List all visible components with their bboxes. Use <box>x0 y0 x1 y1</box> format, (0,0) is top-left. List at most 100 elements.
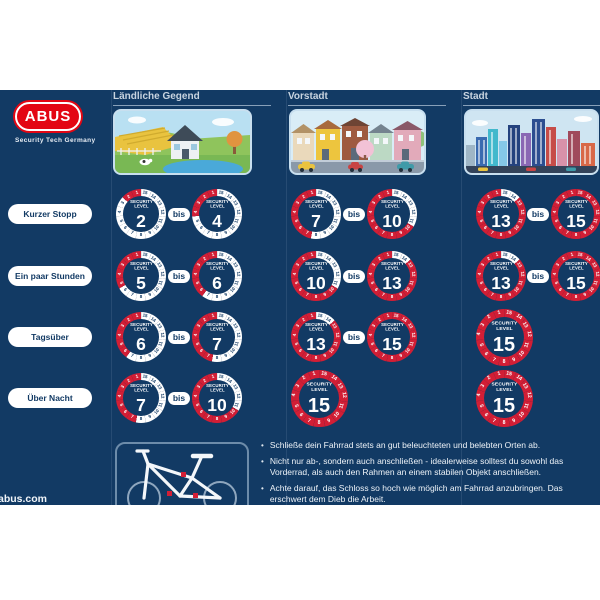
ring-number: 1 <box>569 252 574 258</box>
ring-number: 1 <box>569 190 574 196</box>
bike-lock-points-box <box>115 442 249 516</box>
row-label-tagsueber: Tagsüber <box>8 327 92 347</box>
badge-level-value: 13 <box>306 333 326 354</box>
ring-number: 11 <box>157 217 165 224</box>
badge-title: SECURITY LEVEL <box>129 383 153 393</box>
ring-number: 1 <box>210 374 215 380</box>
ring-number: 1 <box>210 190 215 196</box>
badge-level-value: 10 <box>306 272 326 293</box>
ring-number: 15 <box>142 313 149 319</box>
ring-number: 11 <box>592 279 600 286</box>
illustration-city-skyline <box>464 109 599 175</box>
ring-number: 12 <box>235 209 242 215</box>
ring-number: 12 <box>525 331 532 338</box>
ring-number: 11 <box>523 402 531 409</box>
badge-title: SECURITY LEVEL <box>205 322 229 332</box>
ring-number: 12 <box>519 271 526 277</box>
security-level-badge-15: 1 2 3 4 5 6 7 8 9 10 11 12 13 14 15 SECURITY LEVEL 15 <box>551 189 600 239</box>
badge-center: SECURITY LEVEL 6 <box>199 258 235 294</box>
ring-number: 12 <box>334 332 341 338</box>
badge-center: SECURITY LEVEL 10 <box>199 380 235 416</box>
ring-number: 5 <box>477 342 484 347</box>
badge-title: SECURITY LEVEL <box>489 261 513 271</box>
badge-title: SECURITY LEVEL <box>380 322 404 332</box>
badge-level-value: 6 <box>136 333 146 354</box>
row-label-kurzer-stopp: Kurzer Stopp <box>8 204 92 224</box>
ring-number: 8 <box>502 419 506 426</box>
ring-number: 4 <box>193 210 199 214</box>
badge-center: SECURITY LEVEL 10 <box>374 196 410 232</box>
badge-level-value: 15 <box>492 333 516 356</box>
badge-level-value: 4 <box>212 210 222 231</box>
badge-level-value: 15 <box>492 394 516 417</box>
ring-number: 4 <box>368 333 374 337</box>
ring-number: 15 <box>142 374 149 380</box>
ring-number: 7 <box>491 417 497 424</box>
badge-level-value: 7 <box>136 394 146 415</box>
ring-number: 12 <box>410 271 417 277</box>
ring-number: 1 <box>385 313 390 319</box>
ring-number: 1 <box>496 309 501 316</box>
security-level-badge-6: 1 2 3 4 5 6 7 8 9 10 11 12 13 14 15 SECURITY LEVEL 6 <box>116 312 166 362</box>
badge-center: SECURITY LEVEL 5 <box>123 258 159 294</box>
badge-center: SECURITY LEVEL 4 <box>199 196 235 232</box>
top-margin <box>0 0 600 90</box>
badge-level-value: 10 <box>207 394 227 415</box>
ring-number: 8 <box>390 232 394 238</box>
ring-number: 8 <box>317 419 321 426</box>
ring-number: 15 <box>218 313 225 319</box>
badge-center: SECURITY LEVEL 7 <box>123 380 159 416</box>
ring-number: 4 <box>117 272 123 276</box>
ring-number: 4 <box>368 272 374 276</box>
ring-number: 11 <box>157 401 165 408</box>
ring-number: 8 <box>574 294 578 300</box>
badge-level-value: 10 <box>382 210 402 231</box>
ring-number: 4 <box>193 333 199 337</box>
ring-number: 12 <box>235 393 242 399</box>
ring-number: 1 <box>385 190 390 196</box>
ring-number: 11 <box>408 279 416 286</box>
ring-number: 11 <box>517 279 525 286</box>
badge-title: SECURITY LEVEL <box>129 322 153 332</box>
ring-number: 4 <box>292 210 298 214</box>
brand-name: ABUS <box>24 108 72 125</box>
ring-number: 11 <box>233 217 241 224</box>
security-level-badge-15: 1 2 3 4 5 6 7 8 9 10 11 12 13 14 15 SECURITY LEVEL 15 <box>367 312 417 362</box>
badge-title: SECURITY LEVEL <box>304 261 328 271</box>
bottom-margin <box>0 505 600 600</box>
ring-number: 11 <box>338 402 346 409</box>
badge-center: SECURITY LEVEL 7 <box>298 196 334 232</box>
ring-number: 11 <box>332 217 340 224</box>
ring-number: 11 <box>408 217 416 224</box>
ring-number: 8 <box>502 358 506 365</box>
badge-center: SECURITY LEVEL 15 <box>558 196 594 232</box>
bis-connector-label: bis <box>168 330 190 344</box>
security-level-badge-13: 1 2 3 4 5 6 7 8 9 10 11 12 13 14 15 SECURITY LEVEL 13 <box>476 251 526 301</box>
ring-number: 15 <box>142 252 149 258</box>
ring-number: 15 <box>218 374 225 380</box>
ring-number: 12 <box>410 332 417 338</box>
ring-number: 8 <box>390 355 394 361</box>
ring-number: 4 <box>552 210 558 214</box>
ring-number: 12 <box>525 392 532 399</box>
ring-number: 4 <box>477 272 483 276</box>
security-level-badge-7: 1 2 3 4 5 6 7 8 9 10 11 12 13 14 15 SECURITY LEVEL 7 <box>291 189 341 239</box>
ring-number: 9 <box>511 417 517 424</box>
ring-number: 12 <box>159 209 166 215</box>
ring-number: 12 <box>594 209 600 215</box>
bis-connector-label: bis <box>343 269 365 283</box>
ring-number: 4 <box>117 210 123 214</box>
badge-title: SECURITY LEVEL <box>205 199 229 209</box>
badge-title: SECURITY LEVEL <box>129 199 153 209</box>
badge-title: SECURITY LEVEL <box>205 383 229 393</box>
badge-center: SECURITY LEVEL 15 <box>374 319 410 355</box>
ring-number: 8 <box>139 294 143 300</box>
ring-number: 1 <box>385 252 390 258</box>
bis-connector-label: bis <box>343 330 365 344</box>
security-tips-list: • Schließe dein Fahrrad stets an gut bele… <box>261 440 597 510</box>
ring-number: 1 <box>309 313 314 319</box>
bullet-icon: • <box>261 483 264 493</box>
ring-number: 11 <box>233 340 241 347</box>
ring-number: 15 <box>218 190 225 196</box>
security-level-badge-15: 1 2 3 4 5 6 7 8 9 10 11 12 13 14 15 SECURITY LEVEL 15 <box>475 369 533 427</box>
